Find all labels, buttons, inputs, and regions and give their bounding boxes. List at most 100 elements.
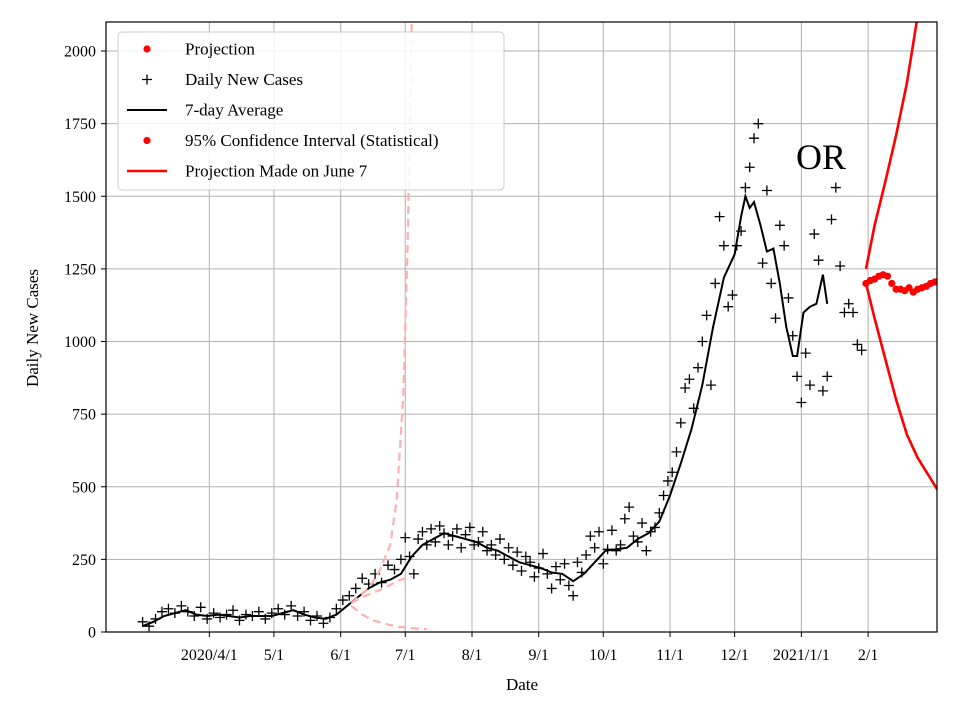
daily-case-point xyxy=(542,568,553,579)
daily-case-point xyxy=(408,568,419,579)
series-95-confidence-interval-statistical-lower xyxy=(864,283,937,492)
y-tick-label: 1500 xyxy=(64,189,96,206)
daily-case-point xyxy=(400,532,411,543)
legend-label: 7-day Average xyxy=(185,101,283,120)
daily-case-point xyxy=(736,226,747,237)
y-tick-label: 0 xyxy=(88,625,96,642)
daily-case-point xyxy=(585,531,596,542)
daily-case-point xyxy=(247,611,258,622)
daily-case-point xyxy=(221,609,232,620)
daily-case-point xyxy=(688,403,699,414)
series-7-day-average xyxy=(142,192,829,628)
legend-label: 95% Confidence Interval (Statistical) xyxy=(185,131,439,150)
x-axis-label: Date xyxy=(506,675,538,694)
daily-case-point xyxy=(598,558,609,569)
daily-case-point xyxy=(311,611,322,622)
plot-area xyxy=(137,22,937,632)
daily-case-point xyxy=(292,611,303,622)
series-daily-new-cases xyxy=(137,118,867,632)
daily-case-point xyxy=(727,290,738,301)
daily-case-point xyxy=(757,258,768,269)
daily-case-point xyxy=(447,531,458,542)
y-tick-label: 750 xyxy=(72,407,96,424)
x-tick-label: 2020/4/1 xyxy=(181,647,238,664)
daily-case-point xyxy=(606,525,617,536)
legend-marker-dot xyxy=(143,136,151,145)
daily-case-point xyxy=(649,522,660,533)
daily-case-point xyxy=(404,551,415,562)
daily-case-point xyxy=(766,278,777,289)
daily-case-point xyxy=(189,611,200,622)
y-axis-label: Daily New Cases xyxy=(23,269,42,387)
series-projection-made-on-june-7-upper-steep xyxy=(350,22,413,604)
y-tick-label: 2000 xyxy=(64,44,96,61)
axes-frame xyxy=(105,21,938,633)
daily-case-point xyxy=(389,564,400,575)
daily-case-point xyxy=(628,531,639,542)
daily-case-point xyxy=(331,603,342,614)
daily-case-point xyxy=(486,539,497,550)
daily-case-point xyxy=(830,182,841,193)
daily-case-point xyxy=(783,292,794,303)
chart-annotation-or: OR xyxy=(796,137,846,177)
daily-case-point xyxy=(594,526,605,537)
daily-case-point xyxy=(761,185,772,196)
daily-case-point xyxy=(774,220,785,231)
daily-case-point xyxy=(417,526,428,537)
daily-case-point xyxy=(632,536,643,547)
daily-case-point xyxy=(156,606,167,617)
daily-case-point xyxy=(641,545,652,556)
daily-case-point xyxy=(202,613,213,624)
daily-case-point xyxy=(195,602,206,613)
daily-case-point xyxy=(809,229,820,240)
daily-case-point xyxy=(344,590,355,601)
daily-case-point xyxy=(516,566,527,576)
daily-case-point xyxy=(305,615,316,626)
daily-case-point xyxy=(611,545,622,556)
daily-case-point xyxy=(150,613,161,624)
daily-case-point xyxy=(144,621,155,632)
daily-case-point xyxy=(494,534,505,545)
daily-case-point xyxy=(503,542,514,553)
daily-case-point xyxy=(753,118,764,129)
daily-case-point xyxy=(376,577,387,588)
daily-case-point xyxy=(731,240,742,251)
daily-case-point xyxy=(318,618,329,629)
daily-case-point xyxy=(779,240,790,251)
daily-case-point xyxy=(438,528,449,539)
legend-marker-dot xyxy=(143,45,151,53)
projection-point xyxy=(883,272,892,280)
legend-box xyxy=(117,31,505,191)
daily-case-point xyxy=(477,526,488,537)
daily-case-point xyxy=(464,522,475,533)
daily-case-point xyxy=(240,609,251,620)
daily-case-point xyxy=(671,446,682,457)
daily-case-point xyxy=(208,608,219,619)
daily-case-point xyxy=(182,606,193,617)
daily-case-point xyxy=(667,467,678,478)
daily-case-point xyxy=(512,547,523,558)
daily-case-point xyxy=(525,557,536,568)
daily-case-point xyxy=(701,310,712,321)
legend-label: Daily New Cases xyxy=(185,70,303,89)
daily-case-point xyxy=(800,348,811,359)
daily-case-point xyxy=(705,380,716,391)
series-projection xyxy=(862,271,937,296)
daily-case-point xyxy=(589,542,600,553)
daily-case-point xyxy=(680,383,691,393)
daily-case-point xyxy=(697,336,708,347)
daily-case-point xyxy=(499,554,510,565)
daily-case-point xyxy=(693,362,704,373)
x-tick-label: 7/1 xyxy=(395,647,415,664)
daily-case-point xyxy=(395,554,406,565)
daily-case-point xyxy=(137,616,148,627)
daily-case-point xyxy=(350,583,361,594)
daily-case-point xyxy=(559,558,570,569)
y-tick-label: 1750 xyxy=(64,116,96,133)
daily-case-point xyxy=(796,397,807,408)
daily-case-point xyxy=(770,313,781,324)
daily-case-point xyxy=(550,561,561,572)
daily-case-point xyxy=(718,240,729,251)
daily-case-point xyxy=(654,507,665,518)
